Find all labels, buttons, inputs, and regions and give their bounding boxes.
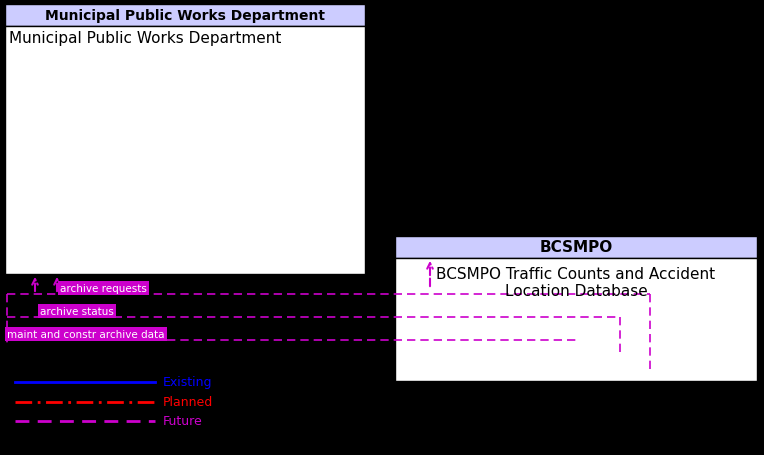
Bar xyxy=(5,27,365,274)
Text: Existing: Existing xyxy=(163,376,212,389)
Text: maint and constr archive data: maint and constr archive data xyxy=(7,329,164,339)
Text: Planned: Planned xyxy=(163,396,213,409)
Bar xyxy=(395,258,757,381)
Text: Municipal Public Works Department: Municipal Public Works Department xyxy=(45,9,325,23)
Text: archive status: archive status xyxy=(40,306,114,316)
Bar xyxy=(395,237,757,258)
Text: Municipal Public Works Department: Municipal Public Works Department xyxy=(9,31,281,46)
Text: archive requests: archive requests xyxy=(60,283,147,293)
Text: BCSMPO: BCSMPO xyxy=(539,240,613,255)
Bar xyxy=(5,5,365,27)
Text: Future: Future xyxy=(163,415,202,428)
Text: BCSMPO Traffic Counts and Accident
Location Database: BCSMPO Traffic Counts and Accident Locat… xyxy=(436,267,716,299)
